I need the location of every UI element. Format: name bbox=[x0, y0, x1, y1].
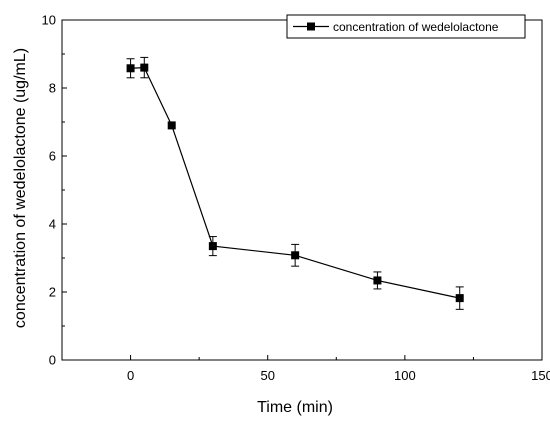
x-tick-label: 50 bbox=[260, 368, 274, 383]
y-tick-label: 6 bbox=[49, 149, 56, 164]
y-tick-label: 2 bbox=[49, 285, 56, 300]
x-axis-title: Time (min) bbox=[257, 399, 333, 416]
legend-label: concentration of wedelolactone bbox=[333, 20, 499, 34]
y-tick-label: 10 bbox=[42, 13, 56, 28]
data-point-marker bbox=[167, 121, 176, 130]
legend: concentration of wedelolactone bbox=[286, 14, 526, 39]
series-layer bbox=[126, 56, 464, 310]
legend-box bbox=[286, 14, 526, 39]
data-point-marker bbox=[373, 276, 382, 285]
data-point-marker bbox=[126, 64, 135, 73]
y-tick-label: 0 bbox=[49, 353, 56, 368]
y-axis: 0 2 4 6 8 10 bbox=[42, 13, 67, 368]
y-tick-label: 4 bbox=[49, 217, 56, 232]
data-point-marker bbox=[140, 63, 149, 72]
data-point-marker bbox=[455, 294, 464, 303]
x-tick-label: 100 bbox=[394, 368, 416, 383]
legend-marker bbox=[307, 22, 315, 31]
x-tick-label: 150 bbox=[531, 368, 550, 383]
y-tick-label: 8 bbox=[49, 81, 56, 96]
x-axis: 0 50 100 150 bbox=[127, 355, 550, 383]
y-axis-title: concentration of wedelolactone (ug/mL) bbox=[12, 48, 29, 328]
data-point-marker bbox=[291, 251, 300, 260]
x-tick-label: 0 bbox=[127, 368, 134, 383]
data-point-marker bbox=[208, 242, 217, 251]
